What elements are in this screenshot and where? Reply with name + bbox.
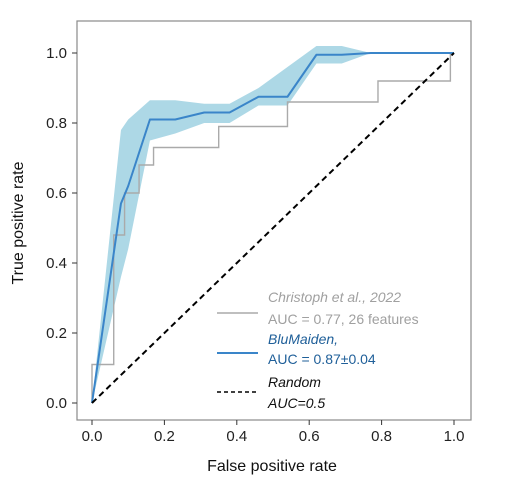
legend-christoph-label: Christoph et al., 2022 [268,289,401,305]
y-tick-label: 0.0 [46,395,67,412]
series-line-christoph [91,52,454,403]
x-tick-label: 0.0 [82,428,103,445]
x-tick-label: 0.4 [226,428,247,445]
y-tick-label: 1.0 [46,45,67,62]
x-tick-label: 0.2 [154,428,175,445]
legend: Christoph et al., 2022 AUC = 0.77, 26 fea… [217,289,419,411]
y-tick-label: 0.4 [46,255,67,272]
y-tick-label: 0.2 [46,325,67,342]
x-tick-label: 1.0 [444,428,465,445]
legend-random-auc: AUC=0.5 [267,395,325,411]
x-axis-label-group: False positive rate [207,458,337,475]
x-tick-label: 0.8 [371,428,392,445]
y-axis-label-group: True positive rate [10,161,27,284]
confidence-band [92,46,454,403]
legend-christoph-auc: AUC = 0.77, 26 features [268,311,419,327]
plot-frame [76,20,472,421]
axes: 0.0 0.2 0.4 0.6 0.8 1.0 0.0 0.2 0.4 0.6 0.8 1.0 [46,20,472,445]
series-line-random [91,52,455,404]
legend-random-label: Random [268,374,321,390]
x-axis-label: False positive rate [207,458,337,475]
y-axis-label: True positive rate [10,161,27,284]
y-tick-label: 0.8 [46,115,67,132]
y-tick-label: 0.6 [46,185,67,202]
legend-blumaiden-auc: AUC = 0.87±0.04 [268,351,376,367]
x-tick-label: 0.6 [299,428,320,445]
plot-area [91,46,455,404]
series-line-blumaiden [91,52,454,404]
legend-blumaiden-label: BluMaiden, [268,331,338,347]
